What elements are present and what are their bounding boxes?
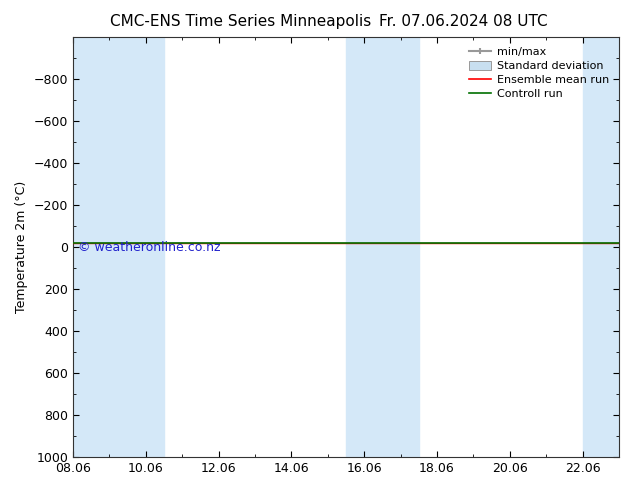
Bar (73, 37, 91, 457)
Text: © weatheronline.co.nz: © weatheronline.co.nz (79, 241, 221, 254)
Bar (91, 37, 164, 457)
Y-axis label: Temperature 2m (°C): Temperature 2m (°C) (15, 181, 28, 313)
Bar (583, 37, 619, 457)
Bar (346, 37, 419, 457)
Text: Fr. 07.06.2024 08 UTC: Fr. 07.06.2024 08 UTC (378, 14, 547, 29)
Text: CMC-ENS Time Series Minneapolis: CMC-ENS Time Series Minneapolis (110, 14, 372, 29)
Legend: min/max, Standard deviation, Ensemble mean run, Controll run: min/max, Standard deviation, Ensemble me… (465, 43, 614, 103)
